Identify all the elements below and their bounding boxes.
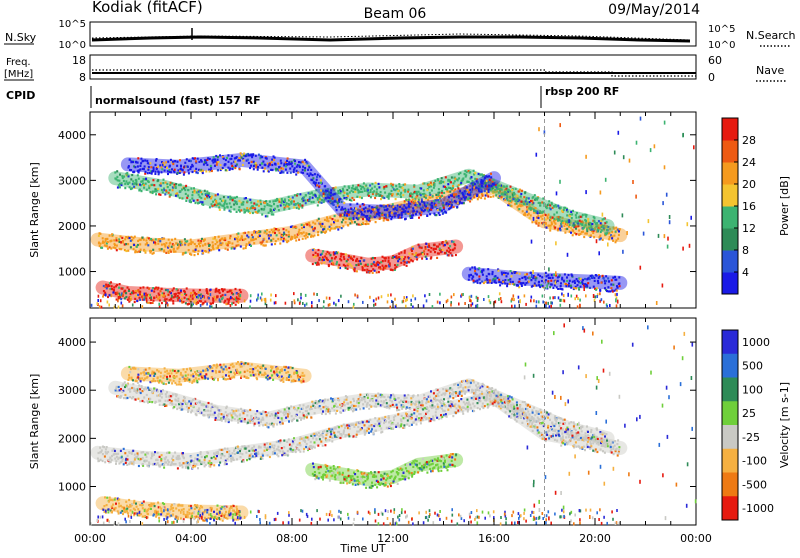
nsky-panel: N.Sky 10^5 10^0 10^5 10^0 N.Search (4, 19, 796, 51)
nsky-tick-top: 10^5 (59, 19, 86, 30)
nsearch-label: N.Search (746, 29, 796, 42)
power-panel: 1000 2000 3000 4000 Slant Range [km] 4 8 12 16 20… (28, 112, 791, 309)
y-tick-label: 3000 (58, 384, 86, 397)
y-tick-label: 1000 (58, 266, 86, 279)
x-tick-label: 04:00 (175, 532, 207, 545)
y-tick-label: 3000 (58, 174, 86, 187)
colorbar-swatch (722, 228, 738, 251)
freq-label: Freq. (6, 57, 31, 68)
x-tick-label: 00:00 (680, 532, 712, 545)
colorbar-tick: 4 (742, 266, 749, 279)
freq-tick-bottom: 8 (79, 71, 86, 84)
nave-tick-bottom: 0 (708, 71, 715, 84)
colorbar-tick: 16 (742, 200, 756, 213)
x-tick-label: 20:00 (579, 532, 611, 545)
y-tick-label: 4000 (58, 129, 86, 142)
colorbar-label: Velocity [m s-1] (778, 382, 791, 468)
cpid-label: CPID (6, 89, 35, 102)
colorbar-tick: 1000 (742, 336, 770, 349)
y-tick-label: 2000 (58, 220, 86, 233)
colorbar: 4 8 12 16 20 24 28 Power [dB] (722, 118, 791, 295)
freq-panel: Freq. [MHz] 18 8 60 0 Nave (4, 54, 786, 84)
colorbar-tick: 100 (742, 383, 763, 396)
x-tick-label: 16:00 (478, 532, 510, 545)
nave-label: Nave (756, 64, 784, 77)
nsky-tick-bottom: 10^0 (59, 40, 86, 51)
colorbar-tick: -100 (742, 455, 767, 468)
x-tick-label: 00:00 (74, 532, 106, 545)
beam-title: Beam 06 (364, 6, 427, 22)
colorbar-tick: 12 (742, 222, 756, 235)
colorbar-tick: 24 (742, 156, 756, 169)
nsky-label: N.Sky (5, 31, 37, 44)
y-tick-label: 1000 (58, 480, 86, 493)
nave-tick-top: 60 (708, 54, 722, 67)
colorbar-swatch (722, 162, 738, 185)
colorbar-swatch (722, 184, 738, 207)
colorbar-swatch (722, 206, 738, 229)
nsearch-tick-top: 10^5 (708, 24, 735, 35)
date-title: 09/May/2014 (608, 2, 700, 18)
y-tick-label: 4000 (58, 336, 86, 349)
cpid-segment-0: normalsound (fast) 157 RF (95, 94, 261, 107)
freq-tick-top: 18 (72, 54, 86, 67)
colorbar-tick: -1000 (742, 502, 774, 515)
colorbar-tick: 28 (742, 134, 756, 147)
colorbar-label: Power [dB] (778, 176, 791, 236)
colorbar: 1000 500 100 25 -25 -100 -500 -1000 Velocity [m … (722, 330, 791, 521)
colorbar-tick: 25 (742, 407, 756, 420)
velocity-panel: 1000 2000 3000 4000 Slant Range [km] 00:00 04:… (28, 318, 791, 545)
colorbar-swatch (722, 118, 738, 141)
colorbar-swatch (722, 140, 738, 163)
y-axis-label: Slant Range [km] (28, 162, 41, 258)
colorbar-tick: 20 (742, 178, 756, 191)
freq-unit: [MHz] (4, 69, 33, 80)
colorbar-tick: -500 (742, 478, 767, 491)
colorbar-swatch (722, 272, 738, 295)
y-tick-label: 2000 (58, 432, 86, 445)
colorbar-tick: -25 (742, 431, 760, 444)
colorbar-tick: 8 (742, 244, 749, 257)
x-axis-label: Time UT (339, 542, 385, 554)
colorbar-tick: 500 (742, 360, 763, 373)
cpid-panel: CPID normalsound (fast) 157 RF rbsp 200 … (6, 85, 619, 108)
colorbar-swatch (722, 250, 738, 273)
cpid-segment-1: rbsp 200 RF (545, 85, 619, 98)
x-tick-label: 08:00 (276, 532, 308, 545)
station-title: Kodiak (fitACF) (92, 0, 203, 16)
nsearch-tick-bottom: 10^0 (708, 40, 735, 51)
y-axis-label: Slant Range [km] (28, 374, 41, 470)
